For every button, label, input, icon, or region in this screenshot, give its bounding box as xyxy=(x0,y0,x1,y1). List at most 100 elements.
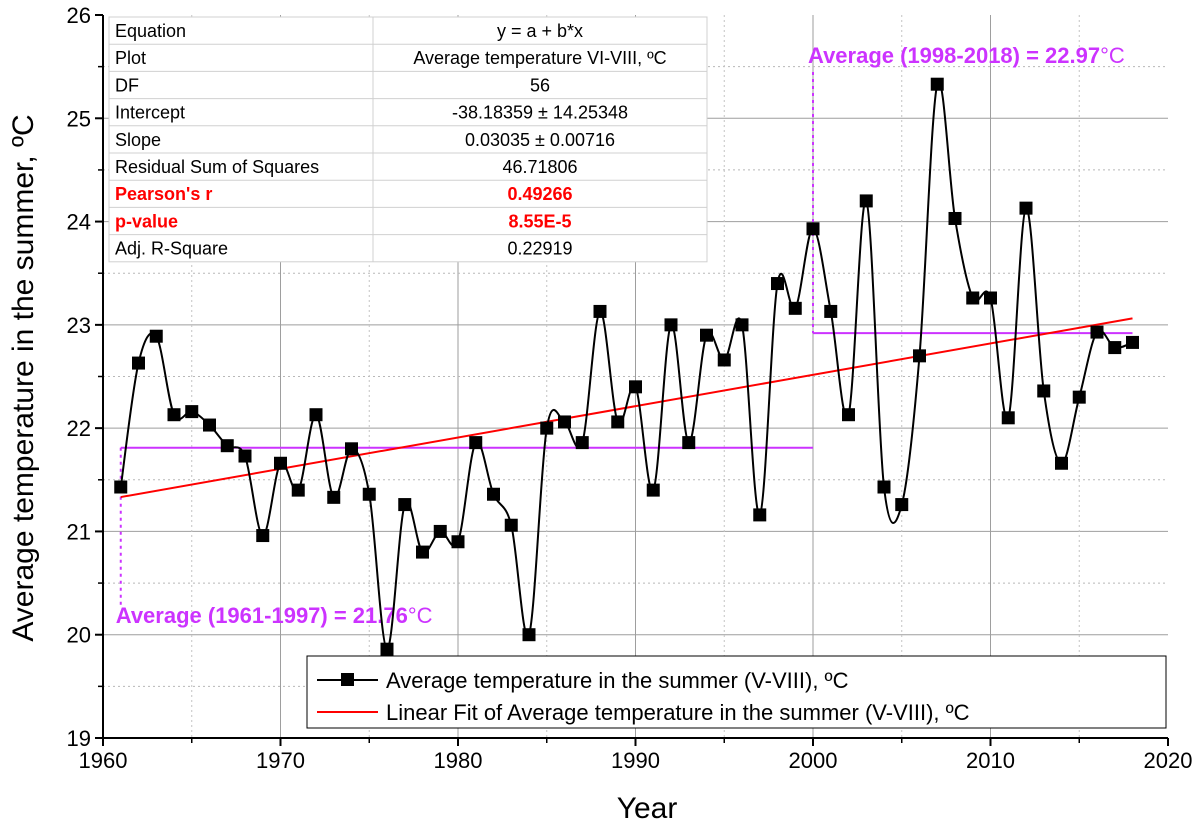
legend-box xyxy=(306,655,1167,729)
data-point xyxy=(717,353,731,367)
data-point xyxy=(362,487,376,501)
y-tick-label: 19 xyxy=(67,726,91,751)
x-tick-label: 2020 xyxy=(1144,748,1193,773)
stats-table-key: Pearson's r xyxy=(115,184,212,204)
x-tick-label: 1990 xyxy=(611,748,660,773)
data-point xyxy=(185,405,199,419)
data-point xyxy=(859,194,873,208)
x-tick-label: 2010 xyxy=(966,748,1015,773)
data-point xyxy=(398,498,412,512)
data-point xyxy=(806,222,820,236)
data-point xyxy=(256,529,270,543)
stats-table-value: 46.71806 xyxy=(502,157,577,177)
data-point xyxy=(629,380,642,394)
data-point xyxy=(646,483,660,497)
data-point xyxy=(274,456,287,470)
data-point xyxy=(149,329,163,343)
data-point xyxy=(1072,390,1086,404)
y-tick-label: 25 xyxy=(67,106,91,131)
data-point xyxy=(895,498,909,512)
data-point xyxy=(203,418,216,432)
stats-table-key: Equation xyxy=(115,21,186,41)
data-point xyxy=(753,508,767,522)
average-label: Average (1961-1997) = 21.76°C xyxy=(116,603,433,628)
stats-table-value: Average temperature VI-VIII, ºC xyxy=(413,48,666,68)
data-point xyxy=(416,545,429,559)
axes: 1960 1970 1980 1990 2000 2010 2020 19 20 21 22 23 24… xyxy=(67,3,1193,773)
x-tick-label: 1980 xyxy=(434,748,483,773)
data-point xyxy=(167,408,181,422)
data-point xyxy=(1037,384,1051,398)
y-tick-label: 26 xyxy=(67,3,91,28)
stats-table-value: 0.22919 xyxy=(507,239,572,259)
stats-table-value: 0.03035 ± 0.00716 xyxy=(465,130,615,150)
data-point xyxy=(682,436,696,450)
data-point xyxy=(114,480,128,494)
data-point xyxy=(984,291,997,305)
data-point xyxy=(540,421,554,435)
data-point xyxy=(877,480,891,494)
data-point xyxy=(1001,411,1015,425)
stats-table-key: Residual Sum of Squares xyxy=(115,157,319,177)
data-point xyxy=(1019,201,1033,215)
data-point xyxy=(132,356,145,370)
average-label-unit: °C xyxy=(408,603,433,628)
data-point xyxy=(788,301,802,315)
legend-swatch-marker xyxy=(341,673,354,686)
average-label-text: Average (1961-1997) = 21.76 xyxy=(116,603,408,628)
stats-table-value: 56 xyxy=(530,75,550,95)
x-tick-label: 1970 xyxy=(256,748,305,773)
data-point xyxy=(327,490,341,504)
data-point xyxy=(913,349,926,363)
x-axis-title: Year xyxy=(617,792,678,825)
legend-label: Average temperature in the summer (V-VII… xyxy=(386,668,849,693)
data-point xyxy=(291,483,305,497)
y-tick-label: 22 xyxy=(67,416,91,441)
data-point xyxy=(700,328,713,342)
data-point xyxy=(433,524,447,538)
stats-table-key: DF xyxy=(115,75,139,95)
data-point xyxy=(593,304,607,318)
data-point xyxy=(824,304,838,318)
data-point xyxy=(771,277,784,291)
average-label-text: Average (1998-2018) = 22.97 xyxy=(808,43,1100,68)
data-point xyxy=(735,318,749,332)
y-tick-label: 21 xyxy=(67,519,91,544)
x-tick-label: 2000 xyxy=(789,748,838,773)
y-axis-title: Average temperature in the summer, ºC xyxy=(7,114,40,641)
data-point xyxy=(380,642,394,656)
data-point xyxy=(220,439,234,453)
data-point xyxy=(930,77,944,91)
data-point xyxy=(966,291,980,305)
stats-table-key: p-value xyxy=(115,211,178,231)
stats-table: Equation y = a + b*x Plot Average temperatu… xyxy=(108,16,708,263)
stats-table-key: Intercept xyxy=(115,103,185,123)
data-point xyxy=(451,535,465,549)
data-point xyxy=(664,318,678,332)
legend-label: Linear Fit of Average temperature in the… xyxy=(386,700,970,725)
stats-table-value: 8.55E-5 xyxy=(508,211,571,231)
data-point xyxy=(238,449,252,463)
data-point xyxy=(575,436,589,450)
data-point xyxy=(611,415,625,429)
stats-table-key: Slope xyxy=(115,130,161,150)
average-label: Average (1998-2018) = 22.97°C xyxy=(808,43,1125,68)
data-point xyxy=(469,436,483,450)
x-tick-label: 1960 xyxy=(79,748,128,773)
data-point xyxy=(1108,341,1122,355)
data-point xyxy=(522,628,536,642)
legend: Average temperature in the summer (V-VII… xyxy=(306,655,1167,729)
data-point xyxy=(1090,325,1104,339)
average-label-unit: °C xyxy=(1100,43,1125,68)
stats-table-value: y = a + b*x xyxy=(497,21,583,41)
data-point xyxy=(504,518,518,532)
y-tick-label: 24 xyxy=(67,210,91,235)
data-point xyxy=(558,415,571,429)
data-point xyxy=(487,487,500,501)
stats-table-box xyxy=(108,16,708,263)
y-tick-label: 20 xyxy=(67,623,91,648)
temperature-series xyxy=(114,77,1139,656)
y-tick-label: 23 xyxy=(67,313,91,338)
